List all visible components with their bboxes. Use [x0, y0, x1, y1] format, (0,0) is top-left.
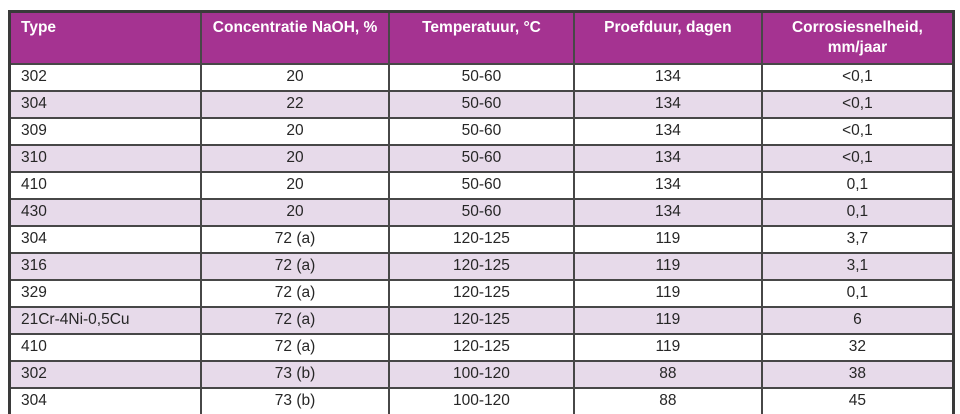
table-cell: 302	[8, 62, 203, 92]
table-row: 304 72 (a) 120-125 119 3,7	[8, 224, 955, 254]
table-row: 329 72 (a) 120-125 119 0,1	[8, 278, 955, 308]
table-row: 21Cr-4Ni-0,5Cu 72 (a) 120-125 119 6	[8, 305, 955, 335]
table-cell: 45	[760, 386, 955, 414]
column-header-temperatuur: Temperatuur, °C	[387, 10, 575, 65]
table-cell: 329	[8, 278, 203, 308]
table-cell: 73 (b)	[200, 359, 390, 389]
table-row: 302 20 50-60 134 <0,1	[8, 62, 955, 92]
table-cell: 32	[760, 332, 955, 362]
table-cell: 50-60	[387, 116, 575, 146]
table-cell: 316	[8, 251, 203, 281]
table-cell: 309	[8, 116, 203, 146]
table-cell: 72 (a)	[200, 278, 390, 308]
table-cell: 6	[760, 305, 955, 335]
table-cell: 134	[572, 143, 763, 173]
table-row: 410 20 50-60 134 0,1	[8, 170, 955, 200]
table-cell: 72 (a)	[200, 251, 390, 281]
table-cell: 304	[8, 89, 203, 119]
table-cell: 38	[760, 359, 955, 389]
corrosion-table: Type Concentratie NaOH, % Temperatuur, °…	[8, 10, 955, 414]
table-cell: 88	[572, 386, 763, 414]
table-cell: 88	[572, 359, 763, 389]
column-header-type: Type	[8, 10, 203, 65]
table-cell: 50-60	[387, 197, 575, 227]
table-cell: 410	[8, 170, 203, 200]
table-cell: 72 (a)	[200, 305, 390, 335]
table-cell: 0,1	[760, 278, 955, 308]
column-header-proefduur: Proefduur, dagen	[572, 10, 763, 65]
table-cell: <0,1	[760, 116, 955, 146]
table-cell: 3,1	[760, 251, 955, 281]
table-cell: 134	[572, 116, 763, 146]
table-row: 309 20 50-60 134 <0,1	[8, 116, 955, 146]
table-cell: 3,7	[760, 224, 955, 254]
table-cell: 134	[572, 197, 763, 227]
table-cell: 72 (a)	[200, 224, 390, 254]
table-cell: 22	[200, 89, 390, 119]
table-cell: 21Cr-4Ni-0,5Cu	[8, 305, 203, 335]
table-row: 304 73 (b) 100-120 88 45	[8, 386, 955, 414]
column-header-corrosiesnelheid: Corrosiesnelheid, mm/jaar	[760, 10, 955, 65]
table-cell: 119	[572, 278, 763, 308]
table-row: 316 72 (a) 120-125 119 3,1	[8, 251, 955, 281]
table-cell: 302	[8, 359, 203, 389]
table-cell: 119	[572, 305, 763, 335]
table-cell: 20	[200, 197, 390, 227]
table-row: 430 20 50-60 134 0,1	[8, 197, 955, 227]
table-cell: <0,1	[760, 89, 955, 119]
table-cell: 20	[200, 62, 390, 92]
table-row: 410 72 (a) 120-125 119 32	[8, 332, 955, 362]
table-cell: 304	[8, 224, 203, 254]
table-cell: 20	[200, 170, 390, 200]
header-row: Type Concentratie NaOH, % Temperatuur, °…	[8, 10, 955, 65]
table-cell: 50-60	[387, 143, 575, 173]
table-row: 302 73 (b) 100-120 88 38	[8, 359, 955, 389]
table-cell: 120-125	[387, 305, 575, 335]
table-cell: 430	[8, 197, 203, 227]
table-cell: 100-120	[387, 359, 575, 389]
table-cell: <0,1	[760, 62, 955, 92]
table-cell: 50-60	[387, 89, 575, 119]
table-body: 302 20 50-60 134 <0,1 304 22 50-60 134 <0,1 309 20 5…	[8, 62, 955, 414]
table-cell: 72 (a)	[200, 332, 390, 362]
table-cell: 119	[572, 224, 763, 254]
table-cell: 120-125	[387, 332, 575, 362]
table-cell: 120-125	[387, 278, 575, 308]
table-cell: 310	[8, 143, 203, 173]
table-cell: 134	[572, 170, 763, 200]
table-cell: 20	[200, 143, 390, 173]
table-cell: 0,1	[760, 170, 955, 200]
table-cell: 73 (b)	[200, 386, 390, 414]
table-cell: 120-125	[387, 224, 575, 254]
table-row: 310 20 50-60 134 <0,1	[8, 143, 955, 173]
table-cell: 134	[572, 62, 763, 92]
table-cell: 120-125	[387, 251, 575, 281]
column-header-concentratie: Concentratie NaOH, %	[200, 10, 390, 65]
table-cell: 134	[572, 89, 763, 119]
table-cell: 119	[572, 332, 763, 362]
table-cell: 304	[8, 386, 203, 414]
table-cell: 100-120	[387, 386, 575, 414]
table-cell: 410	[8, 332, 203, 362]
table-cell: 50-60	[387, 170, 575, 200]
table-cell: 20	[200, 116, 390, 146]
table-cell: 119	[572, 251, 763, 281]
table-cell: 50-60	[387, 62, 575, 92]
table-cell: 0,1	[760, 197, 955, 227]
table-row: 304 22 50-60 134 <0,1	[8, 89, 955, 119]
table-cell: <0,1	[760, 143, 955, 173]
